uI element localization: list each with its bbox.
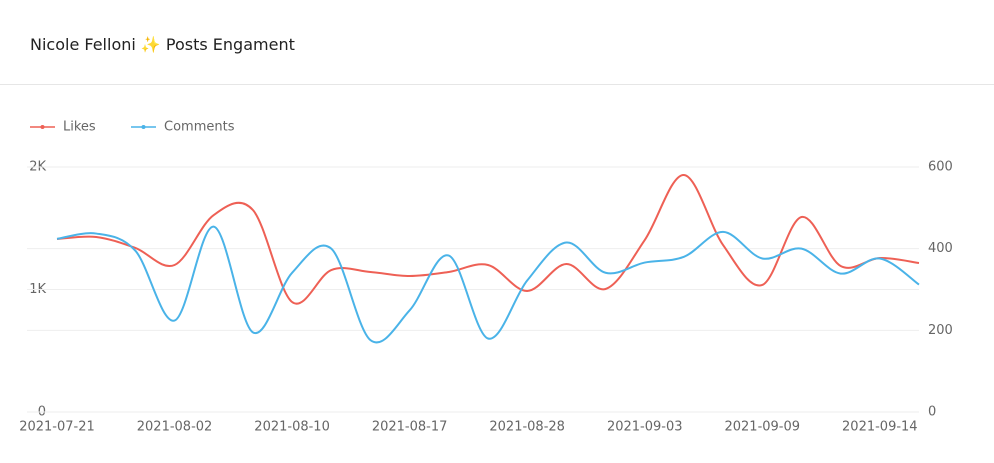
x-tick-label: 2021-08-02	[137, 420, 213, 435]
y2-tick-label: 400	[928, 241, 953, 256]
x-tick-label: 2021-07-21	[19, 420, 95, 435]
legend-dot	[141, 125, 146, 129]
line	[56, 225, 920, 344]
x-tick-label: 2021-08-28	[489, 420, 565, 435]
chart-title: Nicole Felloni ✨ Posts Engament	[0, 0, 994, 85]
y2-tick-label: 600	[928, 160, 953, 175]
y2-tick-label: 0	[928, 405, 936, 420]
x-tick-label: 2021-08-10	[254, 420, 330, 435]
line	[56, 173, 920, 305]
x-tick-label: 2021-09-03	[607, 420, 683, 435]
y2-tick-label: 200	[928, 323, 953, 338]
legend-label: Comments	[164, 120, 235, 135]
legend-dot	[40, 125, 45, 129]
legend-label: Likes	[63, 120, 96, 135]
x-tick-label: 2021-08-17	[372, 420, 448, 435]
x-tick-label: 2021-09-14	[842, 420, 918, 435]
x-tick-label: 2021-09-09	[724, 420, 800, 435]
